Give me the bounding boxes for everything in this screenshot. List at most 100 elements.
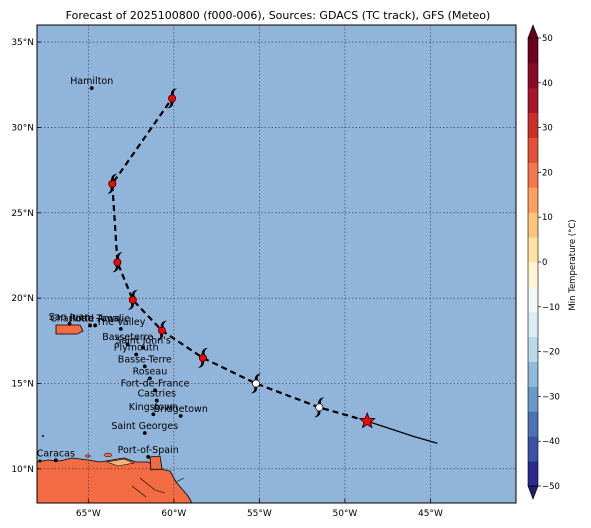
city-label: Port-of-Spain <box>118 445 179 456</box>
colorbar-segment <box>528 212 538 238</box>
colorbar-segment <box>528 87 538 114</box>
city-marker <box>93 323 98 328</box>
city-marker <box>154 398 159 403</box>
storm-track <box>107 88 438 444</box>
colorbar-tick-label: 40 <box>542 79 553 89</box>
ocean-background <box>37 25 516 503</box>
colorbar-segment <box>528 262 538 288</box>
past-track-line <box>366 420 438 444</box>
city-label: The Valley <box>95 317 145 328</box>
y-tick-label: 20°N <box>11 294 34 304</box>
colorbar-tick-label: −20 <box>542 348 560 358</box>
city-label: Saint John's <box>115 336 171 347</box>
x-tick-label: 55°W <box>247 509 272 519</box>
city-label: Roseau <box>133 366 168 377</box>
figure-title: Forecast of 2025100800 (f000-006), Sourc… <box>66 9 491 22</box>
colorbar-segment <box>528 461 538 487</box>
city-label: Basse-Terre <box>118 354 172 365</box>
city-marker <box>146 455 151 459</box>
city-marker <box>118 326 123 331</box>
city-label: Saint Georges <box>111 421 178 432</box>
current-position-star <box>358 411 376 429</box>
city-label: Plymouth <box>114 342 159 353</box>
colorbar-label: Min Temperature (°C) <box>568 219 578 310</box>
colorbar-segment <box>528 436 538 462</box>
y-tick-label: 10°N <box>11 465 34 475</box>
colorbar-tick-label: 30 <box>542 124 553 134</box>
city-label: Charlotte Amalie <box>50 313 130 324</box>
colorbar-segment <box>528 137 538 163</box>
x-tick-label: 60°W <box>161 509 186 519</box>
land-layer <box>37 324 193 503</box>
colorbar-segment <box>528 411 538 437</box>
y-tick-label: 15°N <box>11 380 34 390</box>
graticule <box>37 25 516 503</box>
colorbar-segment <box>528 112 538 138</box>
city-marker <box>89 86 94 91</box>
colorbar-segment <box>528 336 538 362</box>
city-label: Basseterre <box>102 332 153 343</box>
city-label: Caracas <box>37 448 75 459</box>
city-marker <box>148 376 152 381</box>
tropical-cyclone-icon <box>314 397 325 418</box>
x-tick-label: 65°W <box>76 509 101 519</box>
coastline-detail <box>105 458 136 467</box>
colorbar-segment <box>528 286 538 313</box>
city-marker <box>134 352 139 357</box>
city-marker <box>67 321 72 326</box>
tropical-cyclone-icon <box>251 373 261 394</box>
x-tick-label: 50°W <box>332 509 357 519</box>
colorbar-extend-low <box>527 485 539 500</box>
trinidad-island <box>149 455 163 471</box>
city-marker <box>88 323 92 328</box>
colorbar-segment <box>528 311 538 338</box>
city-label: San Juan <box>49 312 91 323</box>
tropical-cyclone-icon <box>167 88 178 109</box>
city-marker <box>53 458 58 463</box>
y-tick-label: 25°N <box>11 209 34 219</box>
map-axes: 65°W 60°W 55°W 50°W 45°W 10°N 15°N 20°N 25°N 30°N… <box>11 38 443 519</box>
colorbar-segment <box>528 38 538 64</box>
city-label: Castries <box>138 389 177 400</box>
map-frame <box>36 24 517 504</box>
colorbar-tick-label: −50 <box>542 482 560 492</box>
x-tick-label: 45°W <box>418 509 443 519</box>
colorbar-tick-label: −40 <box>542 437 560 447</box>
colorbar-tick-label: 50 <box>542 34 553 44</box>
colorbar-tick-label: −10 <box>542 303 560 313</box>
colorbar-tick-label: −30 <box>542 392 560 402</box>
colorbar-segment <box>528 62 538 89</box>
city-label: Kingstown <box>129 402 178 413</box>
tropical-cyclone-icon <box>107 173 118 194</box>
tropical-cyclone-icon <box>156 320 167 341</box>
city-marker <box>153 388 157 393</box>
colorbar-segment <box>528 386 538 412</box>
colorbar-segment <box>528 237 538 263</box>
city-label: Bridgetown <box>154 404 208 415</box>
puerto-rico-island <box>55 324 84 335</box>
city-marker <box>125 342 130 347</box>
city-marker <box>151 412 156 417</box>
colorbar: 50 40 30 20 10 0 −10 −20 −30 −40 −50 <box>527 24 560 500</box>
tropical-cyclone-icon <box>197 347 208 368</box>
colorbar-segment <box>528 162 538 188</box>
y-tick-label: 30°N <box>11 123 34 133</box>
colorbar-extend-high <box>527 24 539 39</box>
city-label: Road Town <box>70 313 121 324</box>
colorbar-tick-label: 20 <box>542 168 553 178</box>
city-label: Fort-de-France <box>121 378 190 389</box>
tropical-cyclone-icon <box>127 289 138 310</box>
city-marker <box>142 431 147 435</box>
colorbar-tick-label: 0 <box>542 258 547 268</box>
colorbar-segment <box>528 187 538 213</box>
city-marker <box>178 414 183 418</box>
colorbar-segment <box>528 361 538 387</box>
y-tick-label: 35°N <box>11 38 34 48</box>
city-label: Hamilton <box>70 76 113 87</box>
colorbar-tick-label: 10 <box>542 213 553 223</box>
city-marker <box>142 364 147 369</box>
city-marker <box>141 345 145 350</box>
